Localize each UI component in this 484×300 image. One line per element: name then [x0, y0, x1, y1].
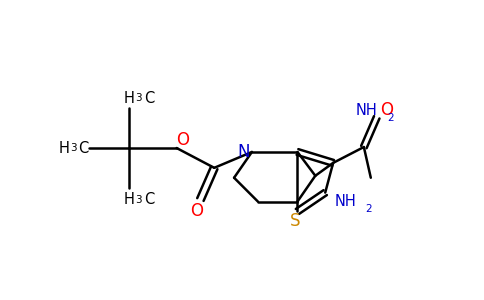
- Text: NH: NH: [356, 103, 378, 118]
- Text: C: C: [144, 91, 154, 106]
- Text: 3: 3: [136, 94, 142, 103]
- Text: S: S: [290, 212, 301, 230]
- Text: C: C: [78, 140, 89, 155]
- Text: H: H: [58, 140, 69, 155]
- Text: H: H: [123, 192, 135, 207]
- Text: O: O: [190, 202, 203, 220]
- Text: N: N: [238, 143, 250, 161]
- Text: O: O: [380, 101, 393, 119]
- Text: 3: 3: [70, 143, 77, 153]
- Text: 2: 2: [365, 204, 372, 214]
- Text: 3: 3: [136, 194, 142, 205]
- Text: O: O: [176, 131, 189, 149]
- Text: NH: NH: [334, 194, 356, 209]
- Text: C: C: [144, 192, 154, 207]
- Text: 2: 2: [387, 113, 394, 123]
- Text: H: H: [123, 91, 135, 106]
